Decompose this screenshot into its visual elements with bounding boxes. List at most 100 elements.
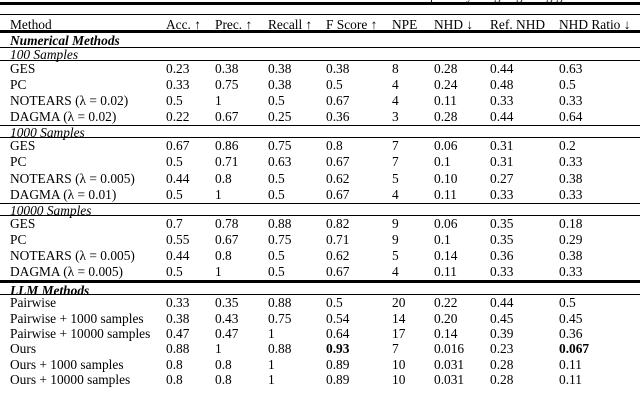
subsection-header: 1000 Samples bbox=[0, 125, 640, 140]
value-cell: 0.11 bbox=[559, 356, 582, 372]
value-cell: 0.35 bbox=[490, 215, 514, 231]
value-cell: 1 bbox=[268, 325, 275, 341]
method-cell: NOTEARS (λ = 0.02) bbox=[10, 93, 129, 109]
value-cell: 0.67 bbox=[326, 93, 350, 109]
value-cell: 0.5 bbox=[166, 93, 183, 109]
value-cell: 0.1 bbox=[434, 154, 451, 170]
value-cell: 0.5 bbox=[559, 77, 576, 93]
table-row: DAGMA (λ = 0.02) 0.22 0.67 0.25 0.36 3 0.28 0.4… bbox=[0, 109, 640, 125]
column-header-npe: NPE bbox=[392, 17, 418, 32]
value-cell: 1 bbox=[215, 264, 222, 280]
value-cell: 0.38 bbox=[559, 247, 583, 263]
subsection-header: 100 Samples bbox=[0, 48, 640, 61]
value-cell: 0.24 bbox=[434, 77, 458, 93]
caption-letter: p bbox=[430, 0, 437, 2]
value-cell: 0.5 bbox=[268, 186, 285, 202]
value-cell: 0.33 bbox=[559, 93, 583, 109]
value-cell: 0.44 bbox=[490, 295, 514, 311]
value-cell: 0.5 bbox=[166, 154, 183, 170]
column-header-nhd-ratio: NHD Ratio ↓ bbox=[559, 17, 631, 32]
value-cell: 0.8 bbox=[166, 356, 183, 372]
value-cell: 0.016 bbox=[434, 341, 465, 357]
value-cell: 0.28 bbox=[490, 356, 514, 372]
value-cell: 1 bbox=[268, 356, 275, 372]
value-cell: 10 bbox=[392, 372, 406, 388]
table-header-row: Method Acc. ↑ Prec. ↑ Recall ↑ F Score ↑… bbox=[0, 14, 640, 33]
value-cell: 0.71 bbox=[326, 231, 350, 247]
value-cell: 0.06 bbox=[434, 138, 458, 154]
table-row: GES 0.67 0.86 0.75 0.8 7 0.06 0.31 0.2 bbox=[0, 138, 640, 154]
value-cell: 0.8 bbox=[215, 247, 232, 263]
value-cell: 0.28 bbox=[434, 109, 458, 125]
value-cell: 0.1 bbox=[434, 231, 451, 247]
value-cell: 4 bbox=[392, 264, 399, 280]
value-cell: 0.45 bbox=[490, 310, 514, 326]
value-cell: 0.67 bbox=[326, 154, 350, 170]
value-cell: 0.75 bbox=[215, 77, 239, 93]
value-cell: 0.33 bbox=[166, 295, 190, 311]
value-cell: 0.38 bbox=[268, 77, 292, 93]
value-cell: 0.47 bbox=[166, 325, 190, 341]
value-cell: 0.44 bbox=[490, 109, 514, 125]
value-cell: 0.23 bbox=[166, 61, 190, 76]
value-cell: 0.64 bbox=[326, 325, 350, 341]
value-cell: 0.75 bbox=[268, 231, 292, 247]
value-cell: 0.5 bbox=[326, 295, 343, 311]
value-cell: 5 bbox=[392, 170, 399, 186]
value-cell: 17 bbox=[392, 325, 406, 341]
value-cell: 0.33 bbox=[490, 264, 514, 280]
table-blocks: Numerical Methods 100 Samples GES 0.23 0.38 0… bbox=[0, 33, 640, 387]
table-row: GES 0.23 0.38 0.38 0.38 8 0.28 0.44 0.63 bbox=[0, 61, 640, 77]
value-cell: 8 bbox=[392, 61, 399, 76]
value-cell: 0.18 bbox=[559, 215, 583, 231]
column-header-precision: Prec. ↑ bbox=[215, 17, 253, 32]
method-cell: GES bbox=[10, 138, 36, 154]
value-cell: 0.67 bbox=[215, 109, 239, 125]
value-cell: 0.22 bbox=[434, 295, 458, 311]
table-row: Ours + 10000 samples 0.8 0.8 1 0.89 10 0.031 0.… bbox=[0, 372, 640, 387]
method-cell: NOTEARS (λ = 0.005) bbox=[10, 247, 135, 263]
value-cell: 7 bbox=[392, 138, 399, 154]
value-cell: 1 bbox=[215, 341, 222, 357]
value-cell: 0.33 bbox=[166, 77, 190, 93]
value-cell: 0.88 bbox=[268, 215, 292, 231]
method-cell: DAGMA (λ = 0.01) bbox=[10, 186, 117, 202]
value-cell: 0.8 bbox=[215, 356, 232, 372]
table-row: GES 0.7 0.78 0.88 0.82 9 0.06 0.35 0.18 bbox=[0, 216, 640, 232]
value-cell: 0.5 bbox=[268, 247, 285, 263]
method-cell: Pairwise + 1000 samples bbox=[10, 310, 144, 326]
table-row: Ours 0.88 1 0.88 0.93 7 0.016 0.23 0.067 bbox=[0, 341, 640, 356]
value-cell: 0.47 bbox=[215, 325, 239, 341]
value-cell: 0.06 bbox=[434, 215, 458, 231]
value-cell: 1 bbox=[215, 93, 222, 109]
value-cell: 0.23 bbox=[490, 341, 514, 357]
value-cell: 0.33 bbox=[559, 154, 583, 170]
column-header-accuracy: Acc. ↑ bbox=[166, 17, 201, 32]
method-cell: Pairwise + 10000 samples bbox=[10, 325, 151, 341]
table-row: NOTEARS (λ = 0.02) 0.5 1 0.5 0.67 4 0.11 0.33 0.… bbox=[0, 93, 640, 109]
value-cell: 0.63 bbox=[268, 154, 292, 170]
column-header-recall: Recall ↑ bbox=[268, 17, 313, 32]
value-cell: 0.89 bbox=[326, 356, 350, 372]
value-cell: 0.5 bbox=[268, 264, 285, 280]
value-cell: 0.067 bbox=[559, 341, 590, 357]
value-cell: 0.43 bbox=[215, 310, 239, 326]
value-cell: 0.33 bbox=[490, 93, 514, 109]
value-cell: 0.75 bbox=[268, 310, 292, 326]
value-cell: 1 bbox=[268, 372, 275, 388]
value-cell: 0.8 bbox=[215, 170, 232, 186]
value-cell: 0.031 bbox=[434, 372, 465, 388]
value-cell: 0.11 bbox=[434, 264, 457, 280]
value-cell: 0.44 bbox=[166, 170, 190, 186]
value-cell: 0.38 bbox=[215, 61, 239, 76]
table-row: Ours + 1000 samples 0.8 0.8 1 0.89 10 0.031 0.2… bbox=[0, 357, 640, 372]
value-cell: 14 bbox=[392, 310, 406, 326]
table-row: Pairwise 0.33 0.35 0.88 0.5 20 0.22 0.44 0.5 bbox=[0, 295, 640, 310]
value-cell: 0.67 bbox=[166, 138, 190, 154]
value-cell: 20 bbox=[392, 295, 406, 311]
results-table: Method Acc. ↑ Prec. ↑ Recall ↑ F Score ↑… bbox=[0, 14, 640, 387]
value-cell: 7 bbox=[392, 341, 399, 357]
method-cell: Ours + 10000 samples bbox=[10, 372, 131, 388]
caption-letter: g bbox=[516, 0, 523, 2]
